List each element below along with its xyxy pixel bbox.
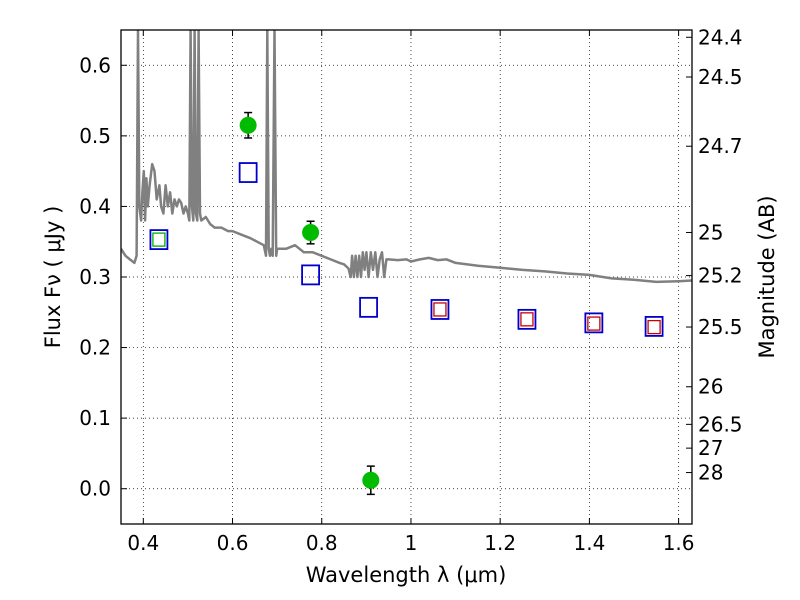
y-tick-label: 0.5 bbox=[79, 124, 111, 148]
model-flux-square-inner bbox=[647, 319, 661, 335]
mag-tick-label: 24.7 bbox=[698, 134, 743, 158]
mag-tick-label: 24.4 bbox=[698, 25, 743, 49]
y-tick-label: 0.0 bbox=[79, 477, 111, 501]
y-tick-label: 0.4 bbox=[79, 194, 111, 218]
x-tick-label: 0.4 bbox=[127, 531, 159, 555]
x-tick-label: 1.4 bbox=[573, 531, 605, 555]
model-flux-square bbox=[584, 312, 604, 334]
model-flux-square-inner bbox=[520, 312, 534, 327]
model-flux-square bbox=[149, 229, 169, 250]
mag-tick-label: 25 bbox=[698, 220, 723, 244]
observed-flux-point bbox=[239, 116, 257, 134]
mag-tick-label: 26 bbox=[698, 375, 723, 399]
model-flux-square-inner bbox=[587, 316, 601, 331]
model-flux-square bbox=[517, 308, 537, 330]
model-flux-square bbox=[238, 162, 258, 183]
observed-flux-point bbox=[362, 471, 380, 489]
mag-tick-label: 24.5 bbox=[698, 65, 743, 89]
model-spectrum-line bbox=[121, 30, 692, 284]
x-tick-label: 1.6 bbox=[663, 531, 695, 555]
axis-ticks: 0.4 0.6 0.8 1 1.2 1.4 1.6 0.0 0.1 0.2 0.3 0.4 0.5 0.6… bbox=[79, 25, 742, 555]
mag-tick-label: 26.5 bbox=[698, 412, 743, 436]
y-tick-label: 0.1 bbox=[79, 406, 111, 430]
x-tick-label: 0.6 bbox=[217, 531, 249, 555]
model-flux-square-inner bbox=[152, 232, 166, 247]
mag-tick-label: 27 bbox=[698, 436, 723, 460]
y-tick-label: 0.2 bbox=[79, 336, 111, 360]
y-tick-label: 0.3 bbox=[79, 265, 111, 289]
x-tick-label: 1.2 bbox=[484, 531, 516, 555]
mag-tick-label: 25.2 bbox=[698, 264, 743, 288]
x-tick-label: 1 bbox=[405, 531, 418, 555]
y-tick-label: 0.6 bbox=[79, 53, 111, 77]
model-flux-square-inner bbox=[433, 302, 447, 317]
y2-axis-label: Magnitude (AB) bbox=[755, 195, 779, 358]
mag-tick-label: 25.5 bbox=[698, 315, 743, 339]
model-flux-square bbox=[644, 315, 664, 337]
model-flux-square bbox=[359, 296, 378, 318]
y-axis-label: Flux Fν ( μJy ) bbox=[41, 206, 65, 349]
x-axis-label: Wavelength λ (μm) bbox=[306, 563, 507, 587]
x-tick-label: 0.8 bbox=[306, 531, 338, 555]
observed-flux-point bbox=[302, 224, 320, 242]
data-series bbox=[121, 30, 692, 496]
mag-tick-label: 28 bbox=[698, 461, 723, 485]
model-flux-square bbox=[430, 299, 450, 320]
model-flux-square bbox=[301, 264, 320, 286]
